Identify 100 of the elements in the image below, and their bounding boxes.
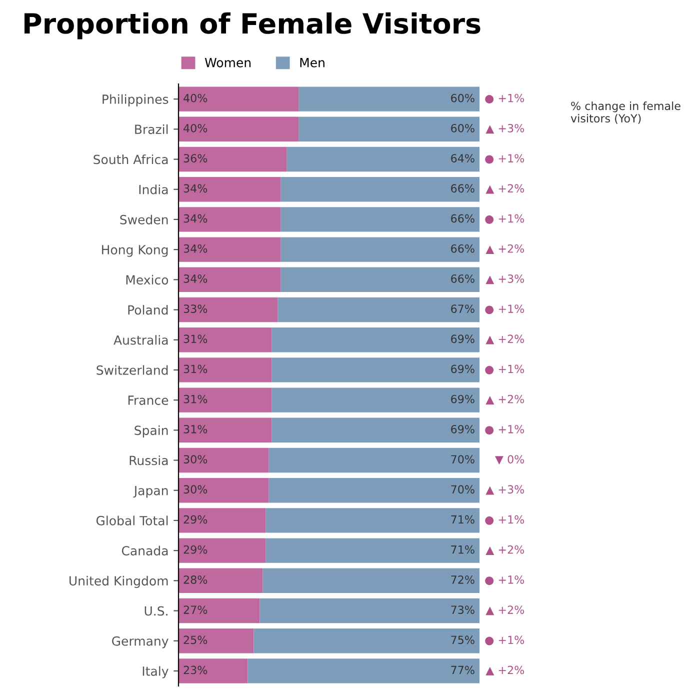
- bar: [298, 116, 480, 142]
- bar: [272, 418, 480, 442]
- text: ▲ +2%: [486, 545, 524, 555]
- y-tick-label: Brazil: [135, 124, 168, 134]
- data-label: 69%: [451, 424, 474, 434]
- bar: [262, 568, 480, 593]
- data-label: 73%: [451, 606, 474, 614]
- data-label: 31%: [184, 424, 208, 434]
- data-label: 64%: [451, 154, 474, 162]
- bar: [280, 237, 480, 262]
- data-label: 23%: [184, 666, 208, 674]
- bar: [178, 146, 287, 172]
- data-label: 40%: [184, 94, 208, 102]
- text: ▲ +2%: [486, 334, 524, 344]
- text: ▲ +2%: [486, 606, 524, 616]
- bar: [178, 328, 272, 352]
- y-tick-label: Canada: [122, 546, 168, 556]
- data-label: 69%: [451, 334, 474, 344]
- data-label: 60%: [451, 94, 474, 102]
- y-tick-label: Mexico: [126, 274, 168, 285]
- data-label: 28%: [184, 575, 208, 584]
- bar: [178, 297, 278, 322]
- legend-label: Women: [204, 58, 251, 68]
- data-label: 66%: [451, 184, 474, 193]
- bar: [280, 177, 480, 202]
- y-tick-label: India: [139, 184, 168, 194]
- y-tick-label: U.S.: [144, 606, 168, 616]
- bar: [178, 628, 254, 654]
- text: ▲ +2%: [486, 244, 524, 254]
- text: ● +1%: [485, 154, 524, 164]
- bar: [178, 658, 248, 684]
- bar: [178, 598, 260, 624]
- data-label: 70%: [451, 455, 474, 464]
- bar: [272, 328, 480, 352]
- text: ● +1%: [485, 424, 524, 435]
- y-tick-label: United Kingdom: [70, 576, 168, 588]
- data-label: 34%: [184, 214, 208, 223]
- y-tick-label: Switzerland: [96, 365, 168, 375]
- data-label: 69%: [451, 394, 474, 404]
- data-label: 31%: [184, 394, 208, 404]
- data-label: 71%: [451, 545, 474, 554]
- data-label: 66%: [451, 214, 474, 223]
- text: % change in female visitors (YoY): [570, 102, 680, 124]
- bar: [298, 86, 480, 112]
- y-tick-label: France: [128, 396, 168, 405]
- data-label: 27%: [184, 606, 208, 614]
- text: ● +1%: [485, 94, 524, 104]
- bar: [254, 628, 480, 654]
- bar: [272, 358, 480, 382]
- bar: [178, 388, 272, 412]
- text: ● +1%: [485, 364, 524, 374]
- bar: [266, 538, 480, 563]
- bar: [286, 146, 480, 172]
- y-tick-label: Japan: [133, 486, 168, 498]
- text: ● +1%: [485, 304, 524, 314]
- text: ● +1%: [485, 575, 524, 586]
- y-tick-label: Poland: [128, 305, 168, 315]
- text: ▲ +2%: [486, 394, 524, 404]
- bar: [178, 448, 269, 473]
- data-label: 29%: [184, 515, 208, 524]
- text: ▲ +2%: [486, 184, 524, 194]
- legend-label: Men: [300, 58, 324, 68]
- y-tick-label: Philippines: [102, 94, 168, 106]
- y-tick-label: Spain: [134, 425, 168, 438]
- bar: [178, 568, 263, 593]
- bar: [248, 658, 480, 684]
- y-tick-label: Australia: [114, 335, 168, 345]
- data-label: 69%: [451, 364, 474, 374]
- bar: [278, 297, 480, 322]
- data-label: 60%: [451, 124, 474, 132]
- text: ▼ 0%: [494, 455, 524, 465]
- data-label: 40%: [184, 124, 208, 132]
- data-label: 33%: [184, 304, 208, 313]
- y-tick-label: Italy: [142, 666, 168, 678]
- y-tick-label: Hong Kong: [102, 245, 168, 257]
- data-label: 34%: [184, 274, 208, 283]
- bar: [178, 177, 281, 202]
- bar: [272, 388, 480, 412]
- bar: [280, 267, 480, 292]
- bar: [178, 86, 299, 112]
- bar: [280, 207, 480, 232]
- data-label: 29%: [184, 545, 208, 554]
- data-label: 30%: [184, 485, 208, 494]
- text: ● +1%: [485, 515, 524, 525]
- data-label: 71%: [451, 515, 474, 524]
- data-label: 36%: [184, 154, 208, 162]
- bar: [268, 448, 480, 473]
- bar: [178, 237, 281, 262]
- y-tick-label: Russia: [130, 456, 168, 466]
- bar: [260, 598, 480, 624]
- bar: [178, 358, 272, 382]
- data-label: 66%: [451, 274, 474, 283]
- y-tick-label: Global Total: [96, 516, 168, 526]
- data-label: 25%: [184, 636, 208, 644]
- data-label: 72%: [451, 575, 474, 584]
- data-label: 30%: [184, 455, 208, 464]
- bar: [268, 478, 480, 503]
- bar: [178, 538, 266, 563]
- bar: [178, 267, 281, 292]
- data-label: 34%: [184, 244, 208, 253]
